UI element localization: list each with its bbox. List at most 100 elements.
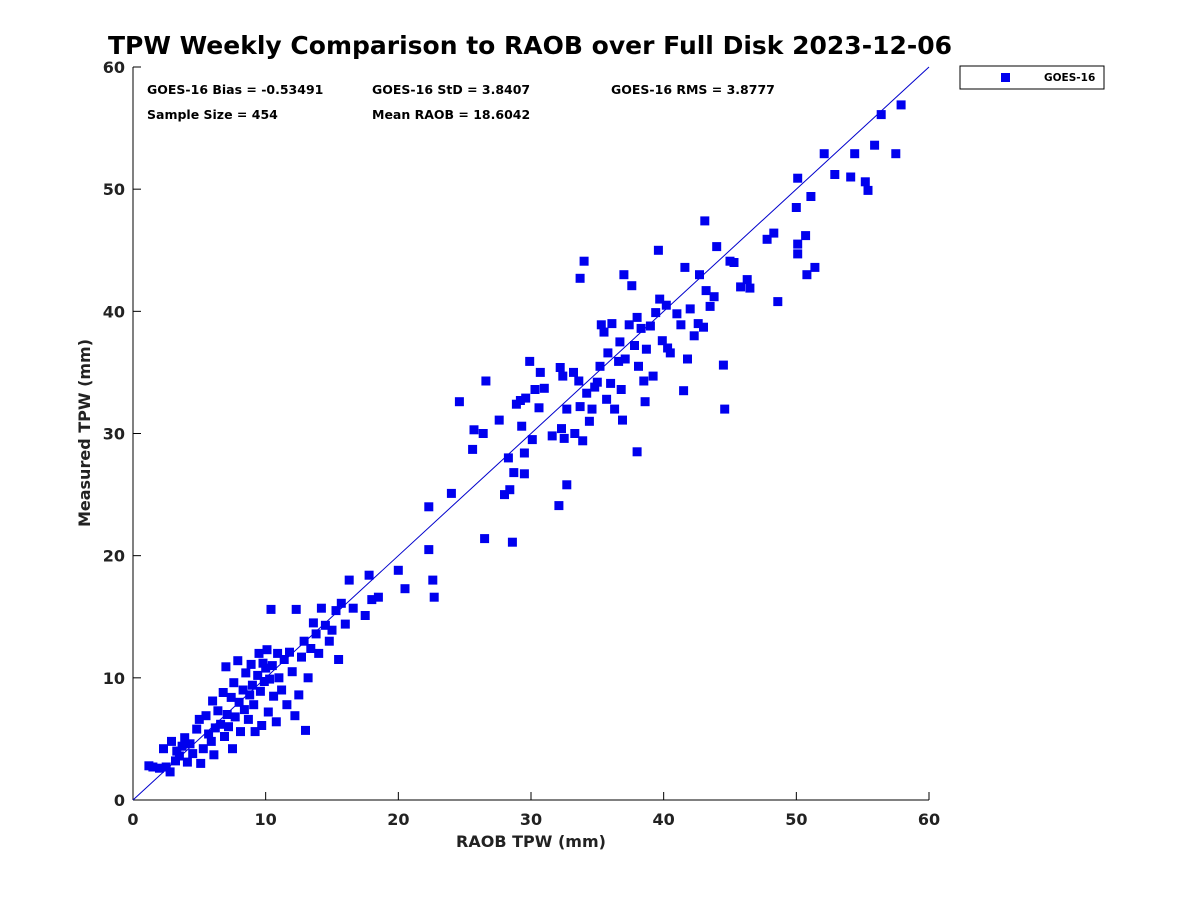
data-point	[308, 618, 318, 628]
data-point	[294, 690, 304, 700]
legend-marker-goes16	[1001, 73, 1010, 82]
data-point	[665, 348, 675, 358]
data-point	[306, 644, 316, 653]
data-point	[167, 736, 176, 746]
data-point	[233, 656, 243, 666]
data-point	[806, 192, 816, 201]
data-point	[579, 256, 589, 266]
data-point	[373, 592, 383, 602]
data-point	[400, 584, 410, 594]
data-point	[314, 648, 324, 658]
data-point	[602, 394, 612, 404]
data-point	[236, 727, 245, 737]
data-point	[578, 436, 588, 446]
data-point	[570, 429, 580, 438]
stat-rms: GOES-16 RMS = 3.8777	[611, 82, 775, 97]
data-point	[627, 281, 637, 291]
data-point	[616, 385, 626, 394]
data-point	[277, 685, 287, 695]
data-point	[480, 534, 490, 544]
data-point	[258, 658, 268, 668]
x-tick-label: 0	[127, 810, 138, 829]
data-point	[220, 732, 229, 741]
data-point	[182, 757, 192, 767]
data-point	[519, 469, 529, 479]
data-point	[320, 620, 330, 630]
data-point	[701, 286, 711, 296]
data-point	[519, 448, 529, 458]
data-point	[209, 750, 219, 760]
data-point	[301, 725, 310, 735]
data-point	[720, 404, 730, 414]
data-point	[850, 149, 860, 159]
data-point	[509, 468, 519, 478]
data-point	[263, 707, 273, 717]
data-point	[243, 714, 253, 724]
data-point	[680, 262, 690, 272]
data-point	[290, 711, 300, 721]
data-point	[663, 343, 673, 353]
data-point	[554, 501, 564, 511]
x-tick-label: 30	[520, 810, 542, 829]
data-point	[271, 717, 281, 727]
data-point	[299, 636, 309, 646]
data-point	[558, 371, 568, 381]
data-point	[500, 490, 509, 500]
data-point	[155, 763, 164, 773]
data-point	[607, 319, 617, 329]
data-point	[535, 367, 545, 377]
data-point	[468, 444, 478, 454]
data-point	[327, 625, 337, 635]
y-tick-label: 20	[103, 547, 125, 566]
data-point	[238, 685, 248, 695]
data-point	[539, 383, 549, 393]
data-point	[709, 292, 719, 302]
data-point	[297, 652, 306, 662]
data-point	[575, 273, 585, 283]
data-point	[192, 724, 202, 734]
data-point	[505, 485, 515, 495]
data-point	[632, 447, 642, 457]
data-point	[712, 242, 722, 252]
stat-std: GOES-16 StD = 3.8407	[372, 82, 530, 97]
y-tick-label: 50	[103, 180, 125, 199]
data-point	[630, 341, 639, 350]
data-point	[891, 149, 901, 159]
stat-bias: GOES-16 Bias = -0.53491	[147, 82, 323, 97]
stat-mean-raob: Mean RAOB = 18.6042	[372, 107, 530, 122]
data-point	[683, 354, 692, 364]
x-tick-label: 20	[387, 810, 409, 829]
data-point	[478, 429, 488, 438]
data-point	[367, 595, 377, 605]
data-point	[265, 674, 275, 684]
data-point	[863, 185, 873, 195]
data-point	[201, 711, 211, 721]
data-point	[632, 312, 642, 322]
data-point	[196, 758, 206, 768]
data-point	[736, 282, 746, 292]
data-point	[555, 363, 565, 372]
x-tick-label: 40	[653, 810, 675, 829]
data-point	[218, 688, 228, 697]
data-point	[896, 100, 906, 110]
data-point	[801, 231, 811, 241]
data-point	[503, 453, 513, 463]
data-point	[185, 739, 195, 749]
y-tick-label: 10	[103, 669, 125, 688]
data-point	[254, 648, 264, 658]
data-point	[247, 680, 257, 690]
data-point	[216, 719, 226, 729]
data-point	[429, 592, 439, 602]
data-point	[210, 723, 220, 733]
data-point	[640, 397, 650, 407]
y-tick-label: 0	[114, 791, 125, 810]
data-point	[249, 700, 259, 710]
data-point	[494, 415, 504, 425]
data-point	[569, 367, 578, 377]
data-point	[159, 744, 168, 754]
data-point	[259, 677, 269, 686]
data-point	[206, 736, 216, 746]
data-point	[172, 746, 182, 756]
data-point	[250, 727, 260, 737]
